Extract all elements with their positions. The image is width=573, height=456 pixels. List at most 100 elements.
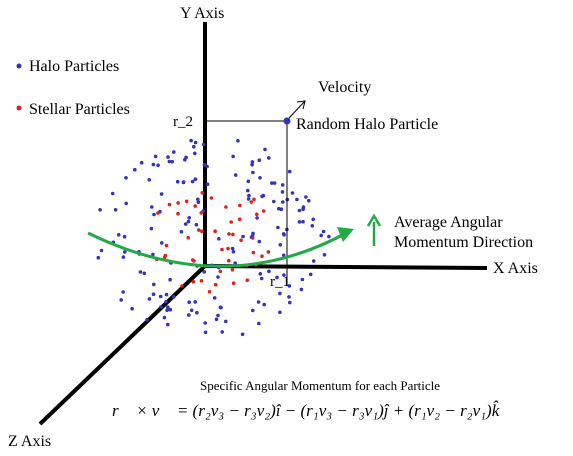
halo-particle — [278, 310, 282, 315]
halo-particle — [193, 177, 198, 181]
halo-particle — [156, 163, 160, 168]
legend-halo-label: Halo Particles — [29, 58, 119, 75]
halo-particle — [193, 140, 198, 145]
stellar-particle — [176, 211, 180, 216]
stellar-particle — [156, 211, 160, 215]
halo-particle — [304, 195, 308, 199]
halo-particle — [240, 332, 245, 337]
halo-particle — [216, 275, 220, 279]
halo-particle — [202, 270, 206, 274]
halo-particle — [183, 158, 187, 162]
r1-label: r_1 — [270, 274, 290, 290]
stellar-particle — [207, 290, 212, 294]
random-halo-particle-label: Random Halo Particle — [296, 116, 438, 133]
stellar-particle — [226, 246, 230, 251]
stellar-particle — [237, 217, 242, 221]
halo-particle — [255, 216, 259, 220]
formula-equation: r⃗ × v⃗ = (r₂v₃ − r₃v₂)î − (r₁v₃ − r₃v₁)… — [112, 401, 500, 420]
halo-particle — [263, 147, 267, 152]
halo-particle — [231, 154, 235, 159]
halo-particle — [201, 142, 206, 147]
halo-particle — [165, 308, 169, 313]
halo-particle — [256, 300, 261, 304]
halo-particle — [166, 155, 170, 159]
velocity-arrow-shaft — [288, 100, 306, 119]
stellar-particle — [231, 232, 235, 237]
stellar-particle — [230, 268, 235, 272]
legend-stellar-marker — [16, 105, 22, 111]
halo-particle — [110, 191, 115, 196]
halo-particle — [319, 233, 324, 238]
velocity-label: Velocity — [318, 79, 371, 96]
stellar-particle — [231, 281, 236, 286]
stellar-particle — [184, 199, 189, 204]
halo-particle — [121, 255, 126, 259]
avg-momentum-label-line2: Momentum Direction — [394, 234, 533, 251]
halo-particle — [187, 313, 191, 317]
stellar-particle — [163, 253, 168, 258]
halo-particle — [205, 164, 209, 169]
halo-particle — [142, 271, 147, 276]
halo-particle — [164, 300, 168, 304]
stellar-particle — [197, 228, 201, 232]
halo-particle — [278, 243, 283, 247]
halo-particle — [203, 330, 208, 335]
halo-particle — [202, 163, 207, 167]
halo-particle — [151, 252, 155, 257]
halo-particle — [168, 307, 173, 312]
halo-particle — [195, 310, 199, 315]
halo-particle — [276, 225, 280, 230]
stellar-particle — [249, 200, 254, 204]
halo-particle — [251, 170, 255, 175]
halo-particle — [231, 249, 236, 254]
stellar-particle — [227, 258, 231, 263]
halo-particle — [193, 151, 197, 156]
stellar-particle — [227, 232, 231, 236]
halo-particle — [259, 276, 264, 281]
halo-particle — [251, 308, 255, 313]
halo-particle — [175, 179, 180, 184]
halo-particle — [251, 231, 255, 236]
stellar-particle — [193, 204, 197, 208]
halo-particle — [170, 159, 174, 164]
halo-particle — [212, 296, 217, 300]
halo-particle — [224, 319, 228, 324]
halo-particle — [270, 181, 274, 185]
formula-caption: Specific Angular Momentum for each Parti… — [200, 378, 440, 393]
random-halo-particle — [283, 117, 291, 125]
legend-stellar-label: Stellar Particles — [29, 101, 130, 118]
halo-particle — [246, 197, 251, 201]
stellar-particle — [199, 211, 203, 215]
halo-particle — [257, 321, 261, 326]
halo-particle — [189, 138, 193, 143]
legend-halo-marker — [16, 63, 22, 69]
halo-particle — [96, 255, 101, 260]
halo-particle — [246, 179, 251, 184]
halo-particle — [258, 272, 263, 276]
z-axis-label: Z Axis — [8, 433, 51, 450]
halo-particle — [166, 305, 170, 310]
stellar-particle — [200, 229, 204, 234]
halo-particle — [247, 193, 251, 198]
halo-particle — [190, 179, 195, 184]
halo-particle — [290, 191, 295, 195]
halo-particle — [220, 330, 224, 334]
halo-particle — [297, 220, 302, 224]
halo-particle — [203, 321, 207, 325]
halo-particle — [133, 167, 137, 172]
halo-particle — [322, 253, 327, 257]
stellar-particle — [180, 284, 184, 288]
halo-particle — [277, 206, 281, 211]
halo-particle — [168, 277, 172, 282]
halo-particle — [257, 239, 262, 244]
halo-particle — [278, 291, 282, 296]
halo-particle — [307, 198, 311, 203]
halo-particle — [281, 253, 286, 258]
halo-particle — [236, 139, 240, 143]
halo-particle — [299, 287, 304, 292]
halo-particle — [214, 317, 219, 322]
stellar-particle — [213, 282, 218, 287]
stellar-particle — [200, 191, 205, 195]
halo-particle — [186, 219, 191, 224]
